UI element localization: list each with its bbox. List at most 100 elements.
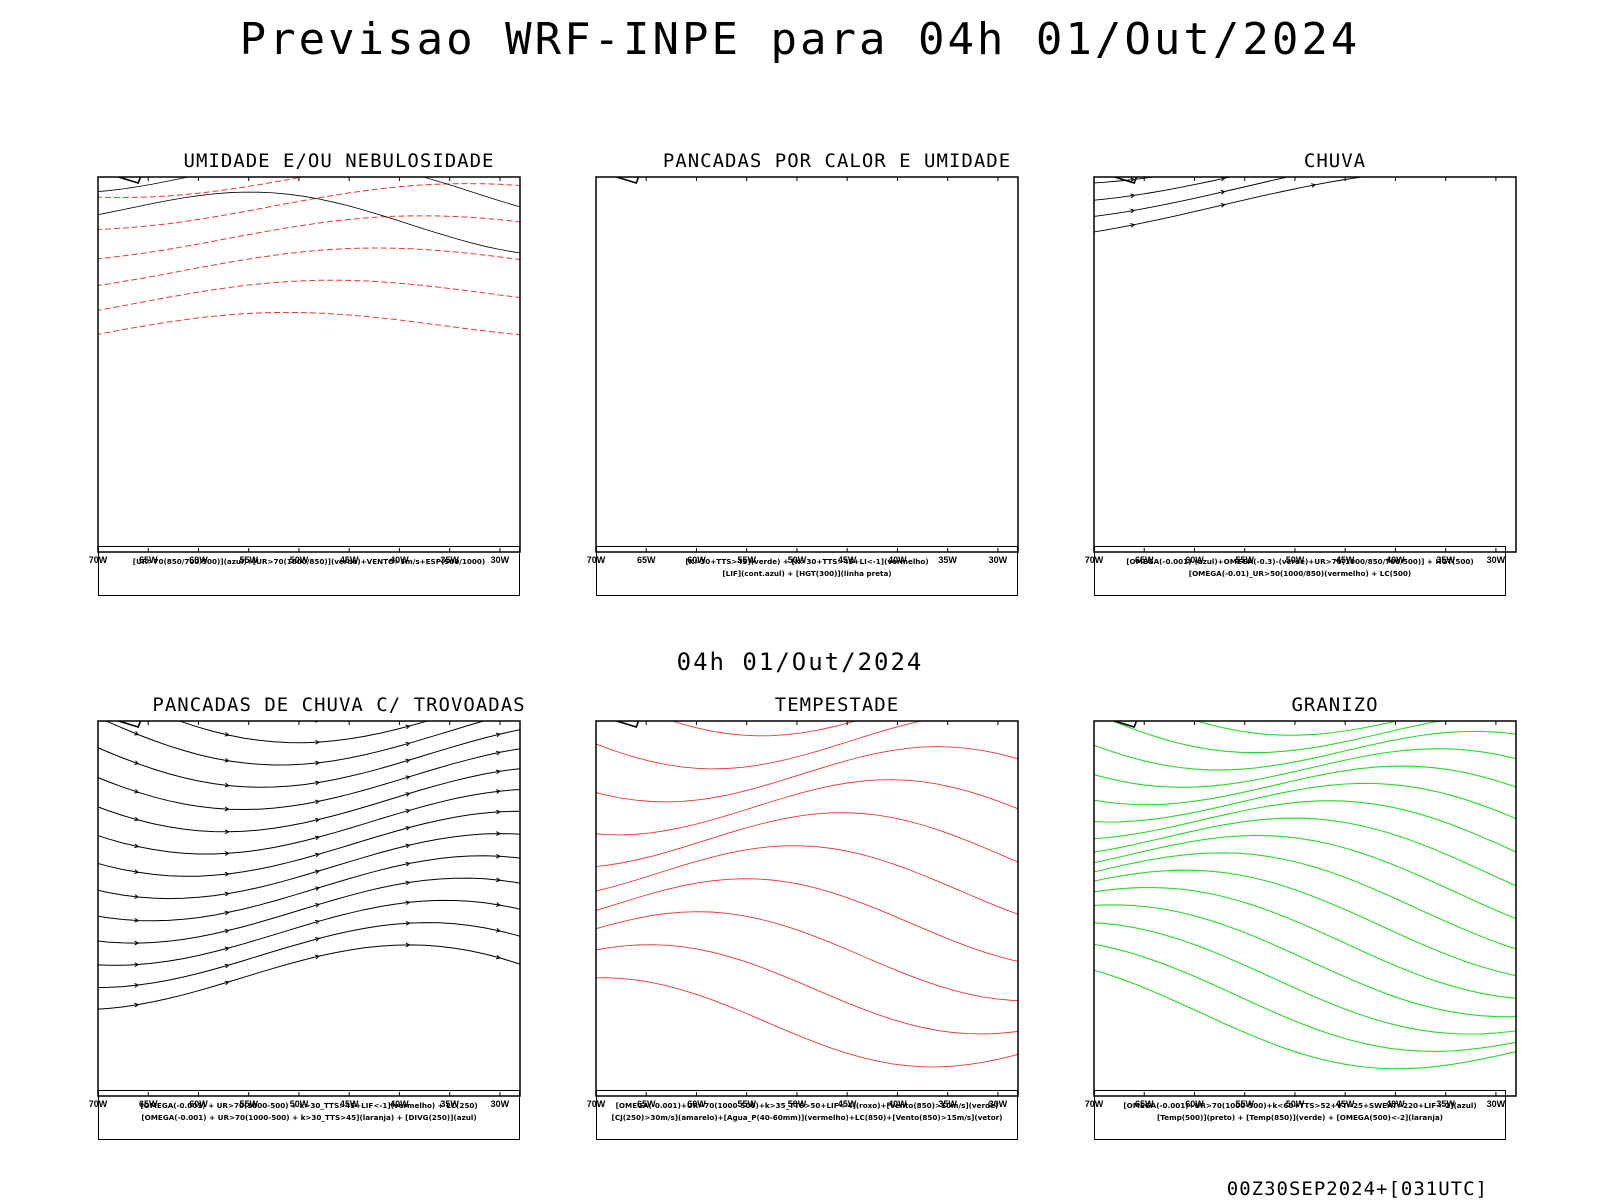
streamline-arrow: [315, 780, 321, 786]
lon-tick-label: 40W: [390, 1099, 409, 1109]
streamline-arrow: [1130, 177, 1136, 183]
contour-line: [596, 779, 1018, 836]
lon-tick-label: 50W: [290, 1099, 309, 1109]
lon-tick-label: 65W: [1135, 1099, 1154, 1109]
legend-line: [OMEGA(-0.001) + UR>70(1000-500) + k>30_…: [141, 1113, 477, 1122]
contour-line: [98, 279, 520, 311]
lon-tick-label: 40W: [888, 555, 907, 565]
streamline-arrow: [134, 940, 140, 946]
map-frame: [1093, 176, 1517, 553]
lon-tick-label: 55W: [737, 555, 756, 565]
contour-line: [98, 877, 520, 944]
streamline-arrow: [496, 877, 501, 883]
streamline-arrow: [495, 902, 501, 907]
lon-tick-label: 45W: [838, 555, 857, 565]
panel-title: PANCADAS POR CALOR E UMIDADE: [662, 150, 1012, 172]
map-frame: [595, 720, 1019, 1097]
lon-tick-label: 35W: [440, 555, 459, 565]
lon-tick-label: 65W: [139, 1099, 158, 1109]
lon-tick-label: 50W: [1286, 555, 1305, 565]
streamline-arrow: [315, 869, 321, 875]
streamline-arrow: [315, 760, 321, 766]
contour-line: [1094, 730, 1516, 771]
legend-line: [OMEGA(-0.001)+UR>70(1000-500)+k<60+TTS>…: [1123, 1101, 1477, 1110]
contour-line: [98, 789, 520, 855]
streamline-arrow: [405, 843, 411, 849]
streamline-arrow: [134, 894, 140, 899]
contour-line: [318, 721, 320, 722]
streamline-arrow: [405, 920, 411, 926]
streamline-arrow: [495, 954, 501, 960]
legend-line: [OMEGA(-0.001) + UR>70(1000-500) + k>30_…: [140, 1101, 478, 1110]
streamline-arrow: [405, 775, 411, 780]
lon-tick-label: 35W: [1436, 1099, 1455, 1109]
contour-line: [596, 944, 1018, 1035]
contour-line: [1094, 817, 1516, 887]
legend-box: [K>30+TTS>45](verde) + [K>30+TTS>45+LI<-…: [596, 546, 1018, 596]
contour-line: [98, 922, 520, 989]
panel-tempestade: TEMPESTADE 12S15S18S21S24S27S30S33S36S39S…: [582, 694, 1092, 1164]
contour-line: [1111, 721, 1443, 754]
lon-tick-label: 45W: [1336, 1099, 1355, 1109]
country-border: [613, 177, 640, 184]
streamline-arrow: [1220, 189, 1226, 195]
contour-line: [1094, 834, 1516, 920]
streamline-arrow: [224, 946, 230, 952]
streamline-arrow: [224, 782, 230, 788]
contour-line: [98, 177, 520, 208]
contour-line: [1094, 177, 1157, 184]
contour-line: [1094, 886, 1516, 999]
map-frame: [595, 176, 1019, 553]
lon-tick-label: 40W: [1386, 1099, 1405, 1109]
streamline-arrow: [134, 843, 140, 849]
streamline-arrow: [405, 758, 411, 764]
lon-tick-label: 40W: [1386, 555, 1405, 565]
legend-box: [OMEGA(-0.001)+UR>70(1000-500)+k>35_TTS>…: [596, 1090, 1018, 1140]
legend-line: [CJ(250)>30m/s](amarelo)+[Agua_P(40-60mm…: [611, 1113, 1003, 1122]
streamline-arrow: [224, 732, 230, 737]
lon-tick-label: 45W: [340, 1099, 359, 1109]
map-granizo: -12-12-15-18-21-24-27-15-12-15-1212S15S1…: [1085, 720, 1517, 1109]
streamline-arrow: [315, 937, 321, 942]
streamline-arrow: [224, 851, 230, 856]
streamline-arrow: [315, 886, 321, 891]
contour-line: [178, 721, 430, 744]
contour-line: [1094, 177, 1232, 201]
lon-tick-label: 60W: [687, 1099, 706, 1109]
streamline-arrow: [134, 962, 140, 968]
contour-line: [98, 247, 520, 286]
streamline-arrow: [496, 718, 500, 719]
streamline-arrow: [134, 1002, 140, 1008]
legend-line: [LIF](cont.azul) + [HGT(300)](linha pret…: [722, 569, 892, 578]
lon-tick-label: 30W: [491, 555, 510, 565]
legend-line: [K>30+TTS>45](verde) + [K>30+TTS>45+LI<-…: [685, 557, 929, 566]
panel-umidade: UMIDADE E/OU NEBULOSIDADE 100810081012101…: [84, 150, 594, 620]
contour-line: [1094, 782, 1516, 823]
contour-line: [1094, 869, 1516, 977]
contour-line: [1195, 721, 1400, 736]
lon-tick-label: 35W: [1436, 555, 1455, 565]
map-frame: [97, 720, 521, 1097]
streamline-arrow: [405, 880, 411, 886]
lon-tick-label: 60W: [189, 1099, 208, 1109]
contour-line: [596, 911, 1018, 1002]
contour-line: [1094, 969, 1516, 1070]
contour-line: [1094, 904, 1516, 1018]
legend-line: [OMEGA(-0.001)+UR>70(1000-500)+k>35_TTS>…: [615, 1101, 999, 1110]
streamline-arrow: [495, 732, 501, 738]
streamline-arrow: [495, 928, 501, 933]
lon-tick-label: 50W: [290, 555, 309, 565]
panel-granizo: GRANIZO -12-12-15-18-21-24-27-15-12-15-12…: [1080, 694, 1590, 1164]
streamline-arrow: [224, 757, 230, 763]
lon-tick-label: 50W: [788, 555, 807, 565]
streamline-arrow: [495, 769, 501, 775]
lon-tick-label: 30W: [1487, 555, 1506, 565]
streamline-arrow: [315, 954, 321, 960]
streamline-arrow: [1220, 203, 1226, 208]
streamline-arrow: [224, 806, 230, 812]
streamline-arrow: [134, 789, 140, 794]
legend-box: [OMEGA(-0.001)+UR>70(1000-500)+k<60+TTS>…: [1094, 1090, 1506, 1140]
streamline-arrow: [134, 760, 140, 765]
map-content: -12-12-15-18-21-24-27-15-12-15-12: [1094, 721, 1516, 1070]
lon-tick-label: 35W: [938, 555, 957, 565]
